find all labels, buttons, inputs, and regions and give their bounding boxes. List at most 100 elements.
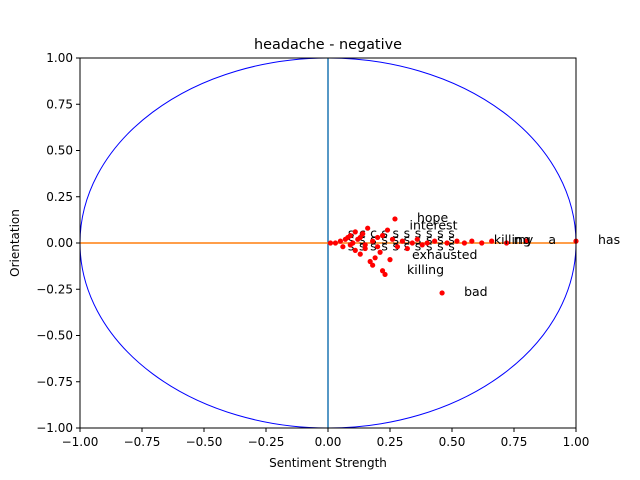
cluster-word-label: s — [448, 238, 455, 253]
data-point — [384, 227, 391, 233]
cluster-word-label: s — [381, 238, 388, 253]
data-point — [414, 236, 420, 242]
x-tick-label: 0.00 — [315, 435, 342, 449]
x-axis-label: Sentiment Strength — [269, 456, 387, 470]
data-point — [337, 238, 343, 244]
cluster-word-label: s — [404, 238, 411, 253]
cluster-word-label: s — [448, 225, 455, 240]
data-point — [375, 244, 381, 250]
x-tick-label: −0.75 — [124, 435, 161, 449]
data-point — [479, 240, 485, 246]
y-tick-label: −0.75 — [36, 375, 73, 389]
y-tick-label: −1.00 — [36, 421, 73, 435]
data-point — [394, 244, 401, 250]
data-point — [372, 255, 378, 261]
y-tick-label: 1.00 — [46, 51, 73, 65]
word-label: has — [598, 232, 620, 247]
word-label: killing — [407, 262, 444, 277]
cluster-word-label: s — [426, 225, 433, 240]
word-label: bad — [464, 284, 488, 299]
cluster-word-label: s — [359, 238, 366, 253]
word-label: a — [548, 232, 556, 247]
data-point — [357, 251, 363, 257]
cluster-word-label: s — [437, 225, 444, 240]
y-tick-label: 0.75 — [46, 97, 73, 111]
x-axis-ticks: −1.00 −0.75 −0.50 −0.25 0.00 0.25 0.50 0.75 1.00 — [62, 428, 590, 449]
cluster-word-label: s — [381, 225, 388, 240]
x-tick-label: 1.00 — [563, 435, 590, 449]
data-point — [352, 229, 358, 235]
cluster-word-label: s — [437, 232, 444, 247]
data-point — [347, 233, 353, 239]
data-point — [399, 238, 405, 244]
data-point — [523, 238, 530, 244]
cluster-word-label: s — [392, 232, 399, 247]
cluster-word-label: s — [415, 238, 422, 253]
word-label: hope — [417, 210, 449, 225]
data-point — [419, 242, 425, 248]
y-axis-ticks: 1.00 0.75 0.50 0.25 0.00 −0.25 −0.50 −0.75 −1.00 — [36, 51, 80, 435]
word-label: exhausted — [412, 247, 477, 262]
data-point — [389, 236, 396, 242]
data-point — [327, 240, 334, 246]
cluster-word-label: s — [415, 225, 422, 240]
data-point — [444, 240, 450, 246]
cluster-word-label: s — [404, 232, 411, 247]
cluster-word-label: s — [404, 225, 411, 240]
word-label: my — [514, 232, 534, 247]
cluster-word-label: c — [370, 225, 377, 240]
cluster-word-label: s — [437, 238, 444, 253]
y-tick-label: 0.25 — [46, 190, 73, 204]
x-tick-label: 0.75 — [501, 435, 528, 449]
data-point — [357, 234, 363, 241]
data-point — [439, 290, 445, 296]
data-point — [350, 240, 356, 246]
x-tick-label: 0.50 — [439, 435, 466, 449]
y-axis-label: Orientation — [8, 209, 22, 277]
cluster-word-label: s — [381, 232, 388, 247]
cluster-word-label: s — [370, 238, 377, 253]
data-point — [409, 240, 415, 246]
data-point — [340, 244, 346, 250]
data-point — [387, 257, 393, 263]
cluster-word-label: s — [348, 232, 355, 247]
y-tick-label: 0.50 — [46, 144, 73, 158]
data-point — [454, 238, 460, 244]
y-tick-label: 0.00 — [46, 236, 73, 250]
data-point — [379, 233, 386, 239]
chart-title: headache - negative — [254, 37, 402, 53]
x-tick-label: −1.00 — [62, 435, 99, 449]
data-point — [404, 245, 410, 252]
data-point — [365, 225, 371, 231]
data-point — [375, 234, 381, 241]
x-tick-label: −0.50 — [186, 435, 223, 449]
data-point — [377, 249, 383, 255]
y-tick-label: −0.50 — [36, 329, 73, 343]
word-label: interest — [410, 217, 458, 232]
cluster-word-label: s — [392, 225, 399, 240]
data-point — [370, 262, 376, 268]
x-tick-label: −0.25 — [248, 435, 285, 449]
data-point — [332, 240, 339, 246]
data-point — [432, 238, 438, 244]
cluster-word-label: s — [426, 238, 433, 253]
x-tick-label: 0.25 — [377, 435, 404, 449]
word-label: killing — [494, 232, 531, 247]
data-point — [469, 238, 475, 244]
data-point — [392, 216, 398, 222]
data-point — [503, 240, 510, 246]
data-point — [461, 240, 467, 246]
cluster-word-label: s — [359, 232, 366, 247]
data-point — [382, 271, 388, 278]
data-point — [370, 238, 376, 244]
cluster-word-label: s — [448, 232, 455, 247]
plot-area: sccssssssssssssssssssssssssssshasamykill… — [79, 57, 620, 429]
data-point — [362, 242, 368, 248]
cluster-word-label: s — [348, 225, 355, 240]
data-point — [360, 231, 366, 237]
y-tick-label: −0.25 — [36, 282, 73, 296]
data-point — [367, 258, 373, 265]
cluster-word-label: s — [426, 232, 433, 247]
data-point — [362, 245, 368, 252]
